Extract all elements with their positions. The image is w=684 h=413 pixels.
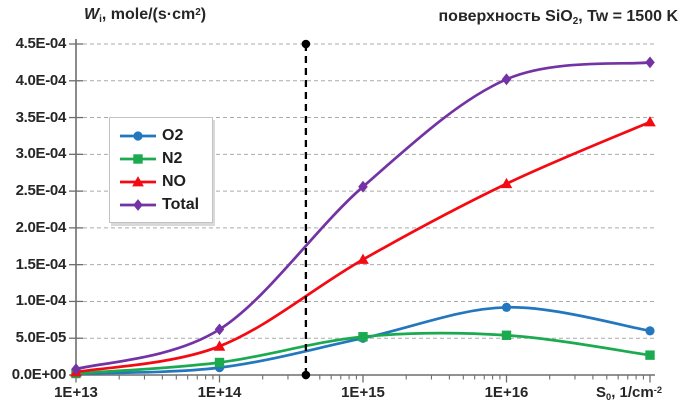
annotation-top-dot: [301, 39, 311, 49]
y-tick-label: 4.0E-04: [15, 71, 67, 89]
y-tick-label: 2.5E-04: [15, 182, 67, 200]
y-tick-label: 1.5E-04: [15, 255, 67, 273]
marker-total-2: [358, 180, 368, 193]
marker-o2-3: [501, 302, 512, 312]
legend-item-o2: O2: [119, 125, 199, 146]
marker-n2-2: [358, 332, 368, 342]
legend-item-n2: N2: [119, 148, 199, 169]
marker-no-3: [500, 177, 513, 189]
legend-label-o2: O2: [162, 126, 184, 144]
title-text-part: , 1/cm: [611, 384, 654, 401]
y-tick-label: 4.5E-04: [15, 35, 67, 52]
legend-label-no: NO: [162, 172, 186, 190]
title-text-part: , Tw = 1500 K: [578, 8, 678, 25]
legend-marker-circle-icon: [120, 130, 156, 141]
title-text-part: i: [99, 13, 102, 25]
legend-item-total: Total: [119, 194, 199, 215]
y-tick-label: 3.5E-04: [15, 108, 67, 126]
marker-no-4: [644, 116, 656, 127]
chart-title: поверхность SiO2, Tw = 1500 K: [438, 8, 679, 27]
marker-no-2: [357, 253, 369, 264]
x-tick-label: 1E+13: [54, 384, 98, 401]
y-tick-label: 0.0E+00: [11, 366, 67, 383]
legend-marker-square-icon: [120, 153, 156, 164]
y-tick-label: 5.0E-05: [15, 329, 67, 347]
legend-item-no: NO: [119, 171, 199, 192]
marker-n2-4: [645, 350, 655, 360]
annotation-bottom-dot: [301, 370, 311, 380]
title-text-part: ): [200, 6, 207, 23]
title-text-part: 2: [572, 15, 579, 27]
title-text-part: S: [596, 384, 607, 401]
x-tick-label: 1E+15: [341, 384, 385, 401]
title-text-part: 2: [195, 6, 201, 18]
marker-total-0: [71, 363, 81, 376]
legend-marker-diamond-icon: [120, 198, 156, 211]
marker-no-1: [213, 340, 226, 351]
title-text-part: поверхность SiO: [438, 8, 573, 25]
x-tick-label: 1E+16: [484, 384, 529, 401]
x-axis-title: S0, 1/cm-2: [596, 384, 662, 402]
title-text-part: W: [84, 6, 100, 23]
title-text-part: -2: [653, 385, 662, 396]
marker-n2-3: [501, 330, 512, 340]
marker-n2-1: [214, 357, 225, 368]
y-axis-title: Wi, mole/(s·cm2): [84, 6, 207, 25]
y-tick-label: 2.0E-04: [15, 218, 67, 236]
legend-marker-triangle-icon: [120, 175, 156, 186]
legend-label-n2: N2: [162, 149, 183, 167]
legend: O2 N2 NO Total: [109, 117, 214, 223]
y-tick-label: 3.0E-04: [15, 145, 67, 163]
title-text-part: , mole/(s·cm: [101, 6, 196, 23]
title-text-part: 0: [606, 391, 612, 402]
x-tick-label: 1E+14: [197, 384, 242, 401]
marker-o2-4: [645, 326, 655, 336]
marker-total-3: [501, 73, 512, 86]
y-tick-label: 1.0E-04: [15, 292, 67, 310]
marker-total-4: [645, 56, 655, 69]
marker-total-1: [214, 323, 225, 336]
legend-label-total: Total: [162, 195, 200, 213]
